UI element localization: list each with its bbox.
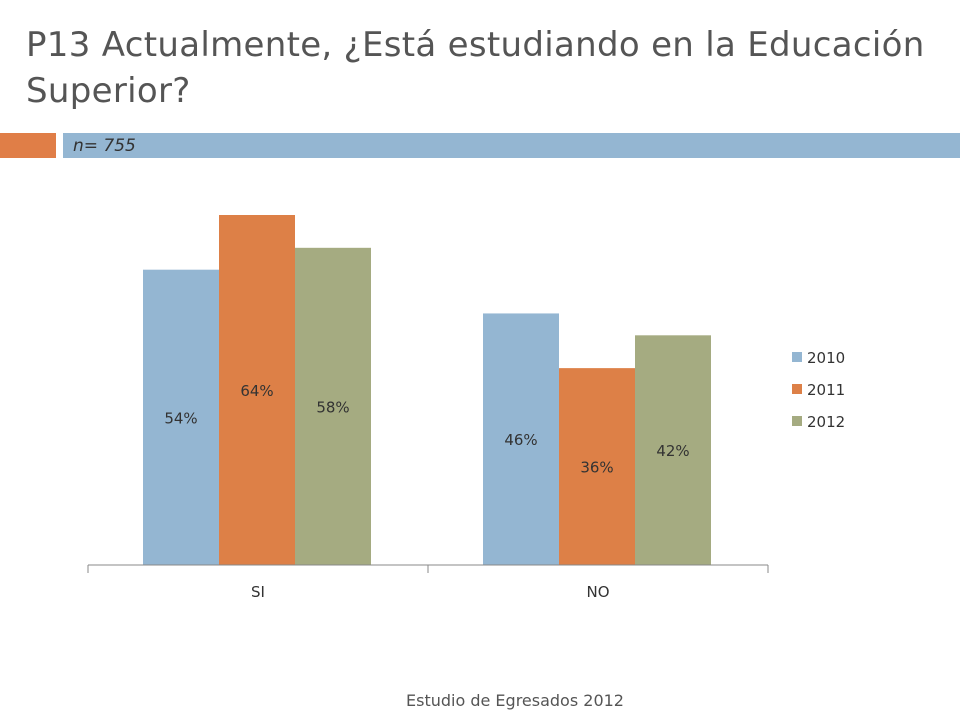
bars-layer <box>143 215 711 565</box>
bar-no-2012 <box>635 335 711 565</box>
bar-si-2011 <box>219 215 295 565</box>
page-title: P13 Actualmente, ¿Está estudiando en la … <box>26 25 925 111</box>
bar-no-2011 <box>559 368 635 565</box>
bar-si-2012 <box>295 247 371 565</box>
legend-label-2012: 2012 <box>807 413 845 431</box>
footer-text: Estudio de Egresados 2012 <box>406 691 624 710</box>
legend-label-2010: 2010 <box>807 349 845 367</box>
accent-band-blue <box>63 133 960 158</box>
x-axis: SI NO <box>87 564 769 601</box>
legend: 2010 2011 2012 <box>792 349 845 431</box>
data-label-no-2012: 42% <box>656 442 689 460</box>
data-label-no-2010: 46% <box>504 431 537 449</box>
legend-label-2011: 2011 <box>807 381 845 399</box>
bar-si-2010 <box>143 269 219 565</box>
data-labels: 54% 64% 58% 46% 36% 42% <box>164 382 689 477</box>
data-label-si-2011: 64% <box>240 382 273 400</box>
data-label-si-2012: 58% <box>316 398 349 416</box>
data-label-no-2011: 36% <box>580 459 613 477</box>
tick-label-si: SI <box>251 583 265 601</box>
legend-swatch-2010 <box>792 352 802 362</box>
legend-swatch-2012 <box>792 416 802 426</box>
accent-band-orange <box>0 133 56 158</box>
data-label-si-2010: 54% <box>164 409 197 427</box>
bar-no-2010 <box>483 313 559 565</box>
sample-size: n= 755 <box>73 136 136 156</box>
tick-label-no: NO <box>586 583 609 601</box>
legend-swatch-2011 <box>792 384 802 394</box>
